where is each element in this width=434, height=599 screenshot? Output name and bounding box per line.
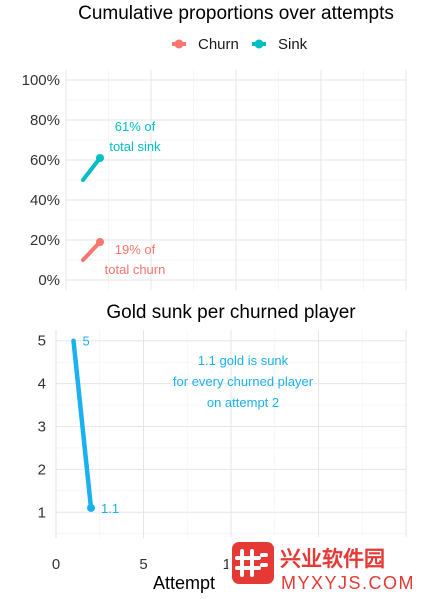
- top-end-label-sink: total sink: [109, 139, 161, 154]
- annotation-line: for every churned player: [173, 374, 314, 389]
- bottom-point-label: 1.1: [101, 501, 119, 516]
- top-chart-grid: [65, 70, 407, 290]
- bottom-chart-annotation: 1.1 gold is sunk for every churned player…: [173, 353, 314, 410]
- x-axis-title: Attempt: [153, 573, 215, 593]
- bottom-chart-x-ticks: 0510: [52, 556, 240, 573]
- top-chart-title: Cumulative proportions over attempts: [78, 3, 394, 24]
- legend-label-churn: Churn: [198, 36, 239, 53]
- top-chart-y-ticks: 0% 20% 40% 60% 80% 100%: [22, 72, 60, 289]
- top-end-label-churn: total churn: [105, 262, 166, 277]
- watermark-url: MYXYJS.COM: [281, 573, 415, 593]
- bottom-y-tick-label: 2: [38, 461, 46, 478]
- top-y-tick-label: 20%: [30, 232, 60, 249]
- bottom-point-label: 5: [83, 334, 90, 349]
- bottom-chart-title: Gold sunk per churned player: [106, 302, 356, 323]
- top-end-label-sink: 61% of: [115, 119, 156, 134]
- bottom-chart-grid: [55, 330, 407, 538]
- bottom-x-tick-label: 5: [139, 556, 147, 573]
- annotation-line: 1.1 gold is sunk: [198, 353, 289, 368]
- legend-label-sink: Sink: [278, 36, 308, 53]
- bottom-y-tick-label: 3: [38, 418, 46, 435]
- bottom-series-line: [71, 338, 94, 511]
- legend-key-point: [174, 39, 184, 49]
- legend-key-point: [254, 39, 264, 49]
- top-y-tick-label: 100%: [22, 72, 60, 89]
- watermark-logo: 兴业软件园 MYXYJS.COM: [228, 537, 434, 599]
- top-series-point-sink: [96, 154, 104, 162]
- top-chart-series: 19% of total churn 61% of total sink: [81, 119, 166, 277]
- watermark-chinese: 兴业软件园: [280, 547, 385, 571]
- bottom-chart-y-ticks: 1 2 3 4 5: [38, 333, 46, 522]
- top-series-line-sink: [81, 156, 102, 182]
- bottom-series-point: [87, 503, 95, 512]
- top-series-point-churn: [96, 238, 104, 246]
- bottom-y-tick-label: 5: [38, 333, 46, 350]
- top-y-tick-label: 80%: [30, 112, 60, 129]
- top-end-label-churn: 19% of: [115, 242, 156, 257]
- bottom-y-tick-label: 1: [38, 504, 46, 521]
- legend: Churn Sink: [172, 36, 308, 53]
- annotation-line: on attempt 2: [207, 395, 279, 410]
- bottom-chart-series: 51.1: [71, 334, 119, 516]
- top-series-line-churn: [81, 240, 102, 262]
- top-y-tick-label: 40%: [30, 192, 60, 209]
- bottom-y-tick-label: 4: [38, 376, 46, 393]
- bottom-x-tick-label: 0: [52, 556, 60, 573]
- top-y-tick-label: 60%: [30, 152, 60, 169]
- top-y-tick-label: 0%: [38, 272, 60, 289]
